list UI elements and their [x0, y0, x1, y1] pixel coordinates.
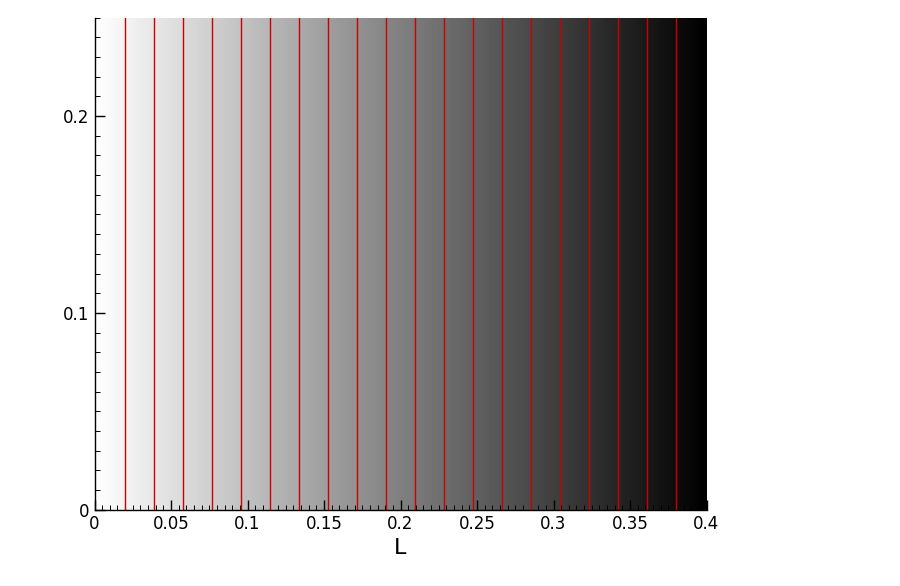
X-axis label: L: L — [394, 538, 407, 558]
